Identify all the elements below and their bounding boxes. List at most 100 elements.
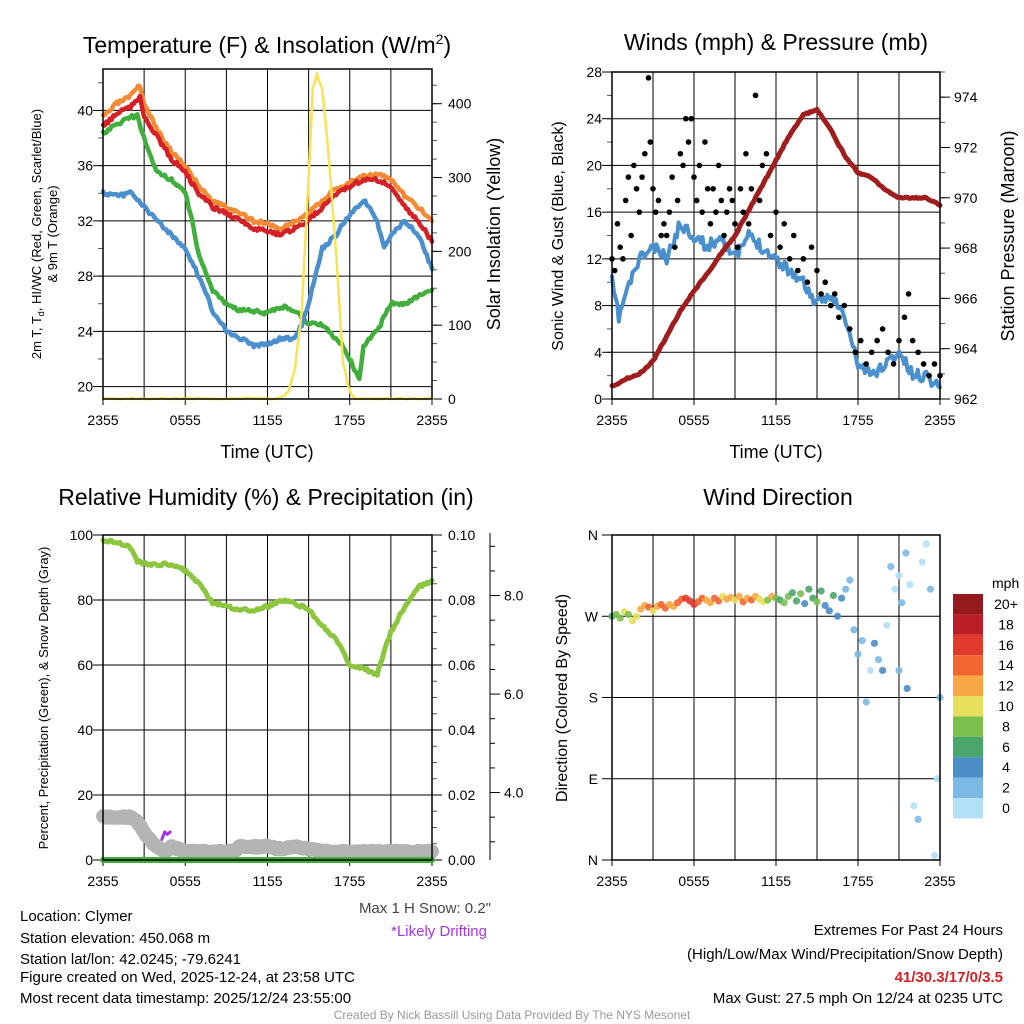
wind-direction-point — [825, 607, 833, 615]
wind-direction-point — [887, 562, 895, 571]
x-tick-label: 0555 — [678, 412, 709, 428]
y-tick-label: 0 — [85, 852, 93, 868]
gust-point — [724, 209, 730, 215]
extremes-values: 41/30.3/17/0/3.5 — [895, 969, 1003, 986]
x-tick-label: 0555 — [170, 873, 201, 889]
legend-swatch — [953, 696, 983, 717]
y-tick-label: 20 — [586, 157, 602, 173]
x-tick-label: 1755 — [842, 412, 873, 428]
x-tick-label: 2355 — [416, 412, 447, 428]
wind-direction-point — [842, 585, 850, 593]
gust-point — [693, 197, 700, 204]
y-tick-label: 970 — [954, 190, 978, 206]
snow-depth-line — [96, 809, 439, 860]
snow-axis-tick-label: 4.0 — [504, 785, 524, 801]
wind-direction-point — [780, 599, 788, 607]
wind-direction-point — [846, 576, 854, 584]
extremes-title: Extremes For Past 24 Hours — [814, 922, 1003, 939]
gust-point — [650, 185, 656, 192]
snow-axis-tick-label: 6.0 — [504, 686, 524, 702]
wind-direction-point — [838, 594, 846, 602]
gust-point — [905, 291, 912, 297]
gust-point — [818, 291, 824, 297]
gust-point — [868, 349, 875, 356]
wind-direction-point — [735, 592, 743, 600]
legend-title: mph — [992, 575, 1019, 591]
gust-point — [704, 185, 711, 192]
gust-point — [707, 221, 714, 227]
gust-point — [827, 302, 834, 309]
max-snow-label: Max 1 H Snow: 0.2" — [359, 900, 491, 917]
x-tick-label: 0555 — [678, 873, 709, 889]
wind-direction-point — [906, 581, 914, 589]
y-tick-label: 300 — [448, 170, 472, 186]
x-tick-label: 0555 — [170, 412, 201, 428]
station-pressure-line — [609, 106, 943, 389]
wind-direction-point — [792, 597, 801, 605]
figure-created-label: Figure created on Wed, 2025-12-24, at 23… — [20, 969, 355, 986]
y-tick-label: 100 — [70, 527, 94, 543]
y-tick-label: 974 — [954, 89, 978, 105]
legend-swatch — [953, 777, 983, 798]
x-tick-label: 1755 — [334, 412, 365, 428]
x-tick-label: 1155 — [252, 412, 282, 428]
wind-direction-point — [922, 540, 930, 548]
y-tick-label: 0.08 — [448, 592, 475, 608]
gust-point — [672, 244, 678, 250]
gust-point — [631, 162, 637, 169]
y-tick-label: E — [589, 771, 598, 787]
x-tick-label: 2355 — [416, 873, 447, 889]
gust-point — [748, 185, 755, 192]
gust-point — [901, 314, 908, 321]
likely-drifting-note: *Likely Drifting — [391, 923, 487, 940]
gust-point — [663, 232, 670, 239]
gust-point — [729, 197, 736, 204]
gust-point — [852, 349, 859, 356]
legend-swatch — [953, 634, 983, 656]
gust-point — [622, 197, 629, 204]
wind-direction-point — [801, 600, 809, 608]
gust-point — [683, 115, 689, 122]
gust-point — [926, 372, 932, 379]
wind-direction-point — [874, 655, 883, 664]
gust-point — [734, 244, 741, 250]
elevation-label: Station elevation: 450.068 m — [20, 930, 210, 947]
wind-panel-title: Winds (mph) & Pressure (mb) — [624, 29, 928, 55]
gust-point — [726, 185, 733, 192]
legend-label: 20+ — [994, 596, 1018, 612]
y-tick-label: 28 — [586, 64, 602, 80]
y-tick-label: 964 — [954, 341, 978, 357]
legend-label: 16 — [998, 637, 1014, 653]
wind-direction-point — [914, 815, 922, 823]
recent-timestamp-label: Most recent data timestamp: 2025/12/24 2… — [20, 990, 351, 1007]
gust-point — [931, 361, 938, 367]
gust-point — [920, 361, 927, 367]
wind-direction-point — [862, 698, 870, 706]
rh-panel-title: Relative Humidity (%) & Precipitation (i… — [58, 484, 473, 510]
legend-label: 2 — [1002, 780, 1010, 796]
gust-point — [655, 197, 662, 204]
wind-direction-point — [883, 621, 891, 629]
gust-point — [745, 221, 752, 227]
wind-direction-point — [903, 684, 911, 693]
gust-point — [885, 349, 891, 356]
gust-point — [674, 197, 681, 204]
y-tick-label: 80 — [77, 592, 93, 608]
gust-point — [831, 291, 838, 297]
likely-drifting-line — [160, 830, 172, 841]
gust-point — [763, 150, 770, 157]
gust-point — [786, 256, 793, 262]
td-line — [100, 112, 435, 382]
gust-point — [790, 232, 797, 239]
temp-plot-frame — [102, 68, 433, 400]
gust-point — [699, 209, 705, 215]
wind-direction-point — [858, 637, 866, 645]
gust-point — [777, 244, 783, 250]
y-tick-label: 100 — [448, 317, 472, 333]
gust-point — [732, 221, 738, 227]
y-tick-label: 60 — [77, 657, 93, 673]
gust-point — [642, 150, 648, 157]
temp-ylabel: 2m T, Td, HI/WC (Red, Green, Scarlet/Blu… — [29, 109, 46, 359]
dir-panel-title: Wind Direction — [703, 484, 853, 510]
